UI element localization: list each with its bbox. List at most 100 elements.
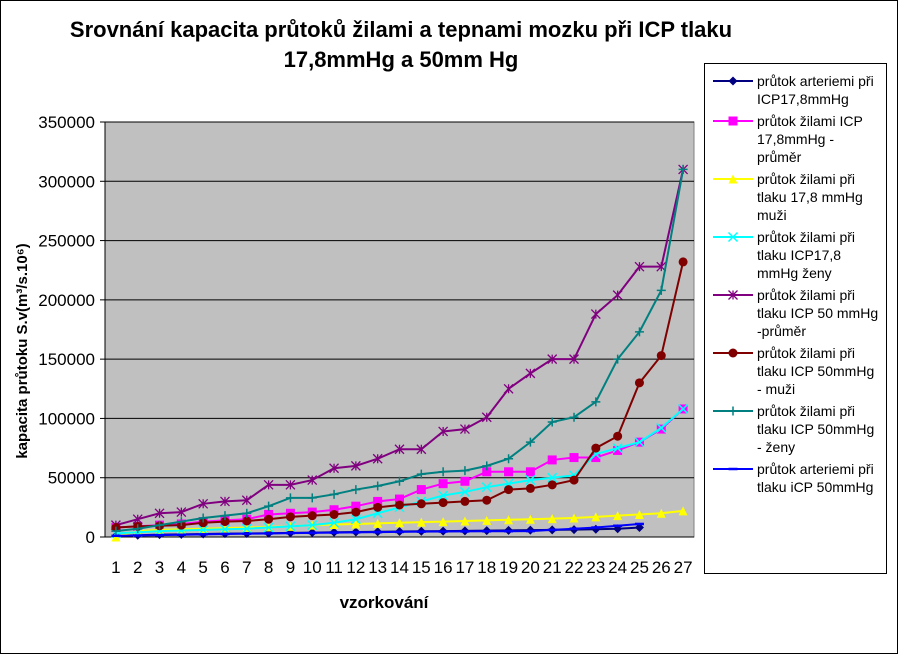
marker bbox=[591, 512, 601, 522]
marker bbox=[678, 164, 688, 174]
marker bbox=[395, 500, 404, 510]
x-tick-label: 2 bbox=[133, 558, 142, 577]
marker bbox=[329, 517, 340, 528]
legend-item: průtok žilami při tlaku ICP17,8 mmHg žen… bbox=[709, 228, 882, 282]
marker bbox=[460, 496, 470, 506]
chart-title: Srovnání kapacita průtoků žilami a tepna… bbox=[69, 17, 733, 72]
marker bbox=[612, 443, 623, 454]
x-tick-label: 6 bbox=[220, 558, 229, 577]
marker bbox=[198, 513, 208, 523]
marker bbox=[263, 479, 274, 490]
series bbox=[111, 522, 644, 538]
marker bbox=[373, 502, 383, 512]
marker bbox=[198, 518, 208, 528]
marker bbox=[634, 523, 644, 533]
marker bbox=[372, 453, 383, 464]
marker bbox=[591, 443, 601, 453]
marker bbox=[728, 406, 738, 416]
legend-item: průtok žilami při tlaku ICP 50 mmHg -prů… bbox=[709, 286, 882, 340]
marker bbox=[525, 467, 535, 477]
marker bbox=[504, 454, 514, 464]
marker bbox=[678, 403, 689, 414]
marker bbox=[220, 496, 230, 507]
marker bbox=[569, 453, 579, 463]
x-tick-label: 12 bbox=[346, 558, 365, 577]
plot-area bbox=[104, 121, 695, 538]
marker bbox=[656, 285, 666, 295]
marker bbox=[460, 466, 470, 476]
marker bbox=[198, 498, 209, 509]
legend-swatch bbox=[713, 76, 753, 86]
x-tick-label: 22 bbox=[565, 558, 584, 577]
marker bbox=[591, 397, 601, 407]
marker bbox=[241, 495, 252, 506]
x-tick-label: 26 bbox=[652, 558, 671, 577]
y-tick-label: 50000 bbox=[48, 469, 95, 488]
marker bbox=[613, 445, 623, 455]
marker bbox=[459, 486, 470, 497]
marker bbox=[220, 517, 230, 527]
marker bbox=[504, 515, 514, 525]
marker bbox=[547, 417, 557, 427]
marker bbox=[727, 231, 739, 243]
marker bbox=[176, 507, 187, 518]
marker bbox=[438, 490, 449, 501]
marker bbox=[438, 467, 448, 477]
marker bbox=[504, 467, 514, 477]
legend-label: průtok žilami při tlaku ICP 50mmHg - žen… bbox=[757, 403, 875, 455]
marker bbox=[416, 485, 426, 495]
marker bbox=[241, 523, 252, 534]
x-tick-label: 1 bbox=[111, 558, 120, 577]
x-tick-label: 4 bbox=[177, 558, 186, 577]
marker bbox=[613, 354, 623, 364]
legend: průtok arteriemi při ICP17,8mmHg průtok ž… bbox=[704, 63, 887, 574]
marker bbox=[373, 518, 383, 528]
marker bbox=[198, 524, 208, 534]
legend-label: průtok žilami při tlaku ICP 50mmHg - muž… bbox=[757, 345, 875, 397]
marker bbox=[416, 499, 426, 509]
marker bbox=[547, 455, 557, 465]
marker bbox=[547, 480, 557, 490]
marker bbox=[728, 290, 738, 300]
marker bbox=[329, 463, 340, 474]
marker bbox=[285, 493, 295, 503]
x-tick-label: 13 bbox=[368, 558, 387, 577]
legend-label: průtok žilami při tlaku 17,8 mmHg muži bbox=[757, 171, 863, 223]
marker bbox=[438, 479, 448, 489]
marker bbox=[329, 489, 339, 499]
y-tick-label: 100000 bbox=[38, 409, 95, 428]
marker bbox=[728, 174, 738, 184]
marker bbox=[111, 526, 121, 536]
x-tick-label: 9 bbox=[286, 558, 295, 577]
x-tick-label: 3 bbox=[155, 558, 164, 577]
y-tick-label: 250000 bbox=[38, 232, 95, 251]
legend-item: průtok arteriemi při ICP17,8mmHg bbox=[709, 72, 882, 108]
marker bbox=[264, 509, 274, 519]
marker bbox=[307, 520, 318, 531]
series bbox=[111, 164, 688, 536]
marker bbox=[569, 354, 579, 365]
marker bbox=[547, 514, 557, 524]
x-axis-label: vzorkování bbox=[340, 593, 430, 612]
series bbox=[110, 164, 689, 531]
marker bbox=[373, 481, 383, 491]
plot: vzorkování kapacita průtoku S.v(m³/s.10⁶… bbox=[14, 113, 695, 612]
marker bbox=[329, 520, 339, 530]
marker bbox=[678, 506, 688, 516]
legend-label: průtok žilami při tlaku ICP 50 mmHg -prů… bbox=[757, 287, 879, 339]
marker bbox=[591, 453, 601, 463]
x-tick-label: 7 bbox=[242, 558, 251, 577]
marker bbox=[416, 469, 426, 479]
marker bbox=[416, 517, 426, 527]
marker bbox=[612, 290, 623, 301]
marker bbox=[176, 517, 186, 527]
legend-label: průtok arteriemi při tlaku iCP 50mmHg bbox=[757, 461, 874, 495]
marker bbox=[459, 424, 470, 435]
x-tick-label: 14 bbox=[390, 558, 409, 577]
marker bbox=[634, 509, 644, 519]
marker bbox=[394, 444, 405, 455]
marker bbox=[613, 511, 623, 521]
marker bbox=[482, 495, 492, 505]
marker bbox=[547, 354, 558, 365]
x-tick-label: 8 bbox=[264, 558, 273, 577]
